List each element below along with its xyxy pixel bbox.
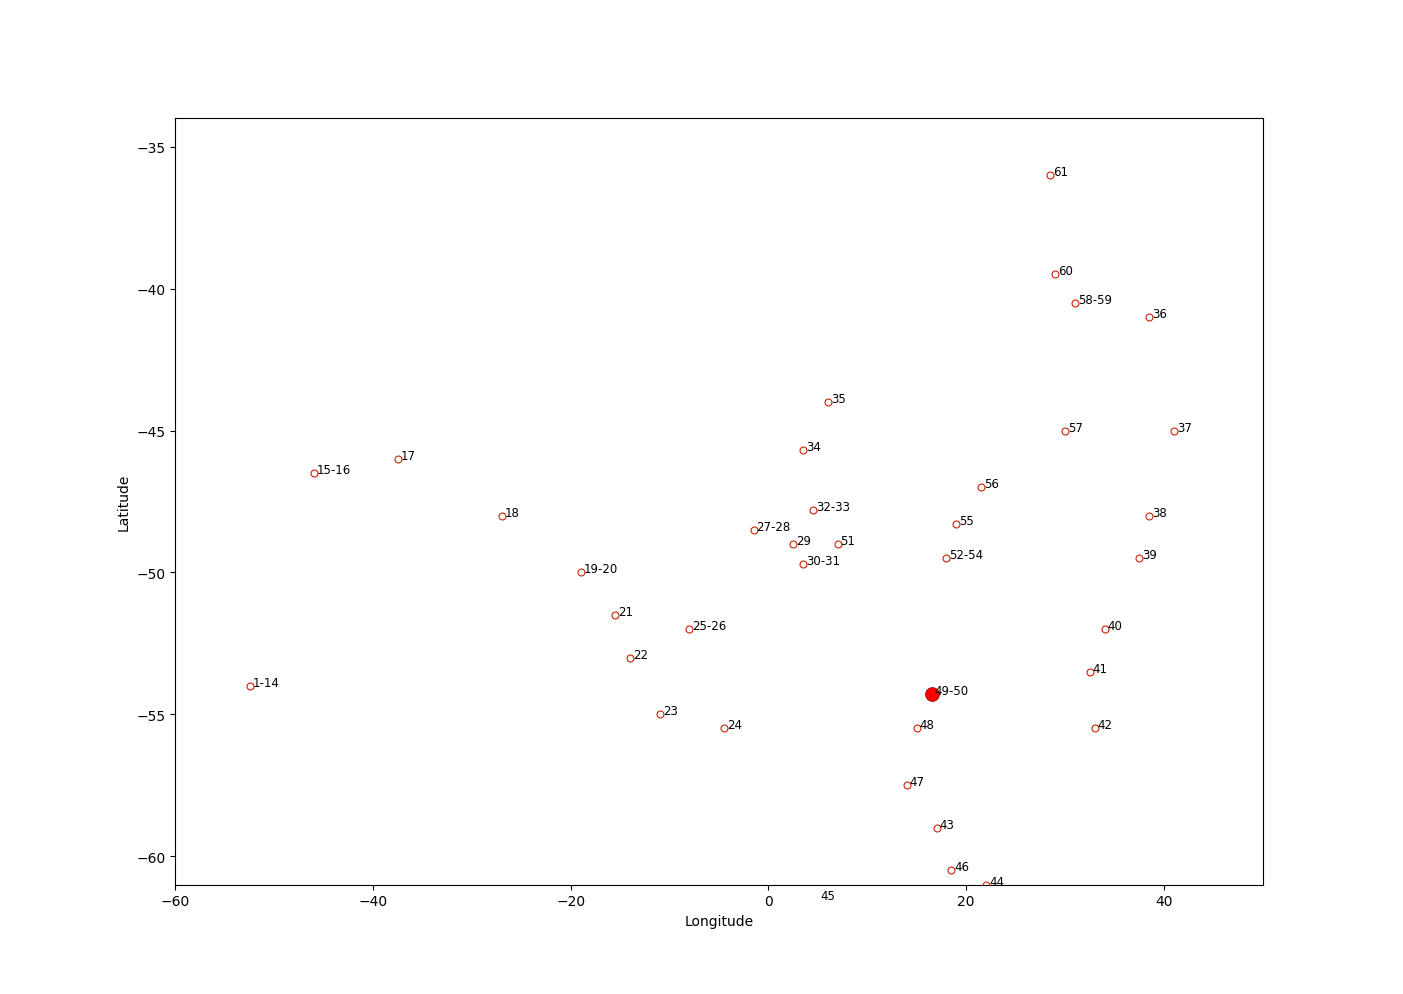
Text: 48: 48 xyxy=(920,719,934,732)
Text: 45: 45 xyxy=(821,889,836,902)
Text: 55: 55 xyxy=(960,515,974,528)
Text: 17: 17 xyxy=(401,449,415,462)
Text: 29: 29 xyxy=(796,535,811,548)
Text: 24: 24 xyxy=(727,719,742,732)
Text: 38: 38 xyxy=(1152,506,1167,519)
Text: 22: 22 xyxy=(633,648,648,661)
Text: 36: 36 xyxy=(1152,308,1167,321)
Text: 18: 18 xyxy=(505,506,519,519)
Text: 43: 43 xyxy=(940,818,954,831)
Text: 41: 41 xyxy=(1093,662,1108,675)
Text: 39: 39 xyxy=(1142,549,1157,562)
Text: 61: 61 xyxy=(1054,166,1068,179)
Text: 30-31: 30-31 xyxy=(805,555,840,568)
Text: 34: 34 xyxy=(805,441,821,454)
Text: 23: 23 xyxy=(662,705,678,718)
Text: 35: 35 xyxy=(831,393,846,406)
Text: 52-54: 52-54 xyxy=(950,549,984,562)
X-axis label: Longitude: Longitude xyxy=(685,913,753,927)
Text: 44: 44 xyxy=(989,875,1005,888)
Text: 21: 21 xyxy=(619,605,633,618)
Text: 25-26: 25-26 xyxy=(692,619,727,632)
Text: 47: 47 xyxy=(909,775,925,788)
Text: 19-20: 19-20 xyxy=(584,563,617,576)
Y-axis label: Latitude: Latitude xyxy=(116,473,130,531)
Text: 42: 42 xyxy=(1097,719,1113,732)
Text: 51: 51 xyxy=(840,535,856,548)
Text: 60: 60 xyxy=(1058,265,1073,278)
Text: 15-16: 15-16 xyxy=(317,463,351,476)
Text: 40: 40 xyxy=(1107,619,1122,632)
Text: 46: 46 xyxy=(954,861,969,874)
Text: 32-33: 32-33 xyxy=(817,501,850,514)
Text: 27-28: 27-28 xyxy=(756,520,791,534)
Text: 1-14: 1-14 xyxy=(253,676,279,689)
Text: 58-59: 58-59 xyxy=(1078,293,1111,306)
Text: 49-50: 49-50 xyxy=(934,685,968,698)
Text: 56: 56 xyxy=(984,478,999,491)
Text: 57: 57 xyxy=(1068,421,1083,434)
Text: 37: 37 xyxy=(1177,421,1191,434)
